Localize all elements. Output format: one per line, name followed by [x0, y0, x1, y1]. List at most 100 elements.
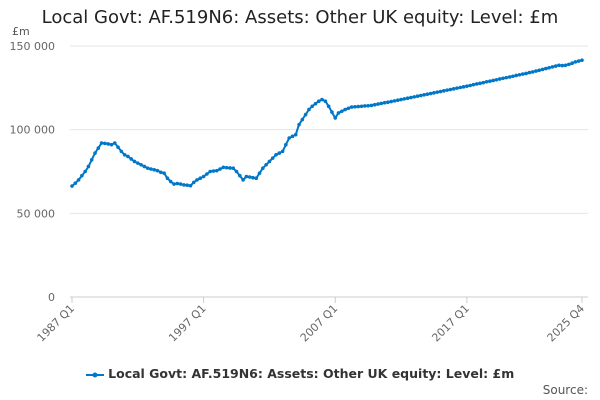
data-point — [442, 89, 446, 93]
data-point — [277, 151, 282, 155]
legend-marker-icon — [85, 372, 104, 377]
data-point — [149, 167, 153, 171]
data-point — [389, 99, 393, 104]
data-point — [155, 168, 160, 173]
x-tick-label: 2007 Q1 — [298, 302, 341, 345]
data-point — [287, 136, 291, 140]
data-point — [303, 112, 308, 117]
data-point — [425, 92, 430, 96]
data-point — [573, 60, 578, 64]
data-point — [254, 176, 259, 180]
data-point — [73, 181, 78, 186]
data-point — [132, 159, 137, 164]
data-point — [280, 149, 285, 154]
data-point — [238, 173, 242, 178]
source-label: Source: — [542, 383, 588, 397]
data-point — [458, 85, 463, 90]
data-point — [228, 166, 232, 170]
data-point — [560, 63, 565, 68]
data-point — [497, 77, 502, 81]
data-point — [366, 103, 370, 108]
data-point — [484, 80, 489, 84]
data-point — [168, 179, 173, 184]
data-point — [563, 63, 568, 68]
data-point — [537, 68, 542, 73]
chart-title: Local Govt: AF.519N6: Assets: Other UK e… — [41, 7, 559, 28]
data-point — [297, 122, 301, 127]
data-point — [326, 104, 331, 109]
data-point — [544, 66, 548, 71]
data-point — [534, 69, 538, 73]
data-point — [261, 166, 265, 170]
data-point — [76, 178, 81, 182]
x-tick-label: 2017 Q1 — [429, 302, 472, 345]
data-point — [481, 80, 486, 85]
data-point — [119, 149, 124, 154]
data-point — [247, 175, 252, 179]
x-tick-label: 1987 Q1 — [35, 302, 78, 345]
data-point — [116, 145, 120, 150]
data-point — [198, 176, 203, 180]
data-point — [494, 78, 499, 82]
data-point — [234, 169, 239, 174]
data-point — [103, 141, 107, 146]
data-point — [349, 105, 354, 109]
data-point — [405, 96, 410, 101]
data-point — [474, 82, 479, 86]
data-point — [93, 151, 97, 155]
data-point — [412, 95, 416, 99]
data-point — [244, 174, 249, 179]
data-point — [478, 81, 482, 86]
data-point — [455, 86, 459, 90]
x-tick-label: 2025 Q4 — [545, 302, 588, 345]
data-point — [356, 104, 361, 109]
data-point — [540, 67, 545, 72]
data-point — [185, 183, 189, 188]
data-point — [448, 87, 453, 92]
data-point — [392, 99, 397, 103]
legend[interactable]: Local Govt: AF.519N6: Assets: Other UK e… — [0, 366, 600, 381]
data-point — [323, 99, 328, 104]
data-point — [402, 97, 407, 101]
data-point — [89, 157, 94, 162]
data-point — [112, 141, 117, 145]
data-point — [145, 166, 150, 170]
data-point — [471, 82, 476, 87]
data-point — [409, 95, 413, 100]
data-point — [205, 172, 209, 176]
data-point — [274, 152, 278, 157]
data-point — [80, 173, 84, 178]
data-point — [214, 168, 219, 173]
data-point — [83, 169, 87, 174]
data-point — [330, 110, 334, 114]
data-point — [191, 180, 196, 185]
data-point — [152, 168, 157, 172]
data-point — [372, 102, 377, 107]
data-point — [336, 111, 341, 115]
data-point — [182, 183, 186, 187]
data-point — [313, 101, 318, 106]
data-point — [224, 165, 229, 170]
data-point — [293, 132, 298, 137]
data-point — [159, 170, 163, 175]
data-point — [307, 107, 311, 112]
data-point — [270, 156, 275, 160]
y-tick-label: 0 — [48, 291, 55, 304]
data-point — [99, 141, 104, 145]
data-point — [524, 71, 528, 76]
data-point — [267, 159, 272, 164]
data-point — [264, 163, 268, 167]
data-point — [316, 99, 321, 104]
data-point — [139, 163, 143, 167]
data-point — [445, 88, 449, 92]
data-point — [382, 100, 387, 105]
data-point — [530, 70, 535, 74]
data-point — [218, 167, 222, 171]
data-point — [175, 181, 180, 186]
data-point — [527, 70, 532, 75]
data-point — [142, 164, 147, 169]
data-point — [376, 102, 380, 106]
data-point — [570, 61, 574, 66]
data-point — [514, 73, 518, 78]
data-point — [231, 166, 236, 170]
